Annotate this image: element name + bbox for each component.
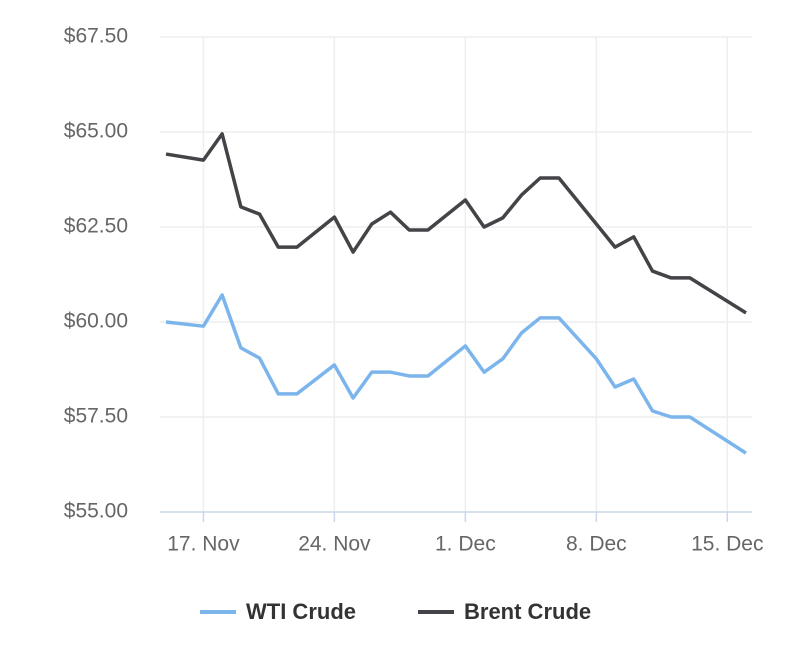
- legend-item: WTI Crude: [200, 599, 356, 624]
- legend-item: Brent Crude: [418, 599, 591, 624]
- x-tick-label: 15. Dec: [691, 533, 763, 556]
- legend-label: Brent Crude: [464, 599, 591, 624]
- y-tick-label: $57.50: [64, 405, 128, 428]
- y-tick-label: $55.00: [64, 500, 128, 523]
- x-tick-label: 24. Nov: [298, 533, 371, 556]
- y-tick-label: $62.50: [64, 215, 128, 238]
- x-tick-label: 1. Dec: [435, 533, 496, 556]
- series-line: [165, 132, 747, 315]
- series-line: [165, 293, 747, 455]
- legend-label: WTI Crude: [246, 599, 356, 624]
- x-tick-label: 17. Nov: [167, 533, 240, 556]
- y-tick-label: $60.00: [64, 310, 128, 333]
- y-tick-label: $65.00: [64, 120, 128, 143]
- y-tick-label: $67.50: [64, 25, 128, 48]
- x-tick-label: 8. Dec: [566, 533, 627, 556]
